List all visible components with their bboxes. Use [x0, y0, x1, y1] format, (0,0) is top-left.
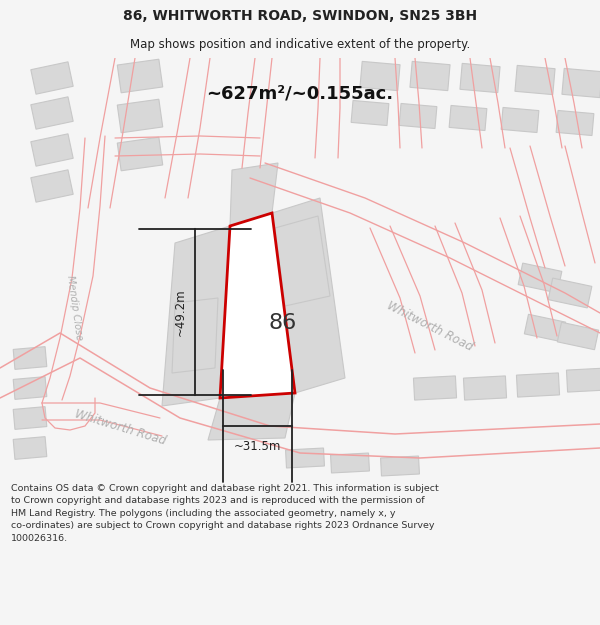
Polygon shape: [517, 373, 560, 397]
Polygon shape: [515, 66, 555, 94]
Polygon shape: [275, 216, 330, 306]
Polygon shape: [31, 134, 73, 166]
Polygon shape: [117, 59, 163, 92]
Polygon shape: [463, 376, 506, 400]
Polygon shape: [331, 453, 370, 473]
Text: Whitworth Road: Whitworth Road: [73, 408, 167, 448]
Polygon shape: [460, 63, 500, 92]
Text: ~627m²/~0.155ac.: ~627m²/~0.155ac.: [206, 84, 394, 102]
Text: Contains OS data © Crown copyright and database right 2021. This information is : Contains OS data © Crown copyright and d…: [11, 484, 439, 543]
Polygon shape: [410, 61, 450, 91]
Text: 86, WHITWORTH ROAD, SWINDON, SN25 3BH: 86, WHITWORTH ROAD, SWINDON, SN25 3BH: [123, 9, 477, 23]
Polygon shape: [31, 97, 73, 129]
Polygon shape: [518, 263, 562, 293]
Polygon shape: [557, 322, 599, 350]
Polygon shape: [449, 106, 487, 131]
Polygon shape: [117, 138, 163, 171]
Polygon shape: [272, 198, 345, 393]
Polygon shape: [566, 368, 600, 392]
Text: Mendip Close: Mendip Close: [65, 275, 85, 341]
Text: ~31.5m: ~31.5m: [234, 440, 281, 453]
Polygon shape: [13, 377, 47, 399]
Text: 86: 86: [269, 313, 297, 333]
Polygon shape: [413, 376, 457, 400]
Polygon shape: [208, 393, 295, 440]
Polygon shape: [380, 456, 419, 476]
Polygon shape: [360, 61, 400, 91]
Polygon shape: [501, 107, 539, 132]
Polygon shape: [562, 68, 600, 98]
Polygon shape: [220, 213, 295, 398]
Text: Whitworth Road: Whitworth Road: [385, 299, 475, 353]
Polygon shape: [172, 298, 218, 373]
Polygon shape: [31, 170, 73, 202]
Polygon shape: [117, 99, 163, 132]
Polygon shape: [556, 111, 594, 136]
Polygon shape: [230, 163, 278, 226]
Polygon shape: [13, 407, 47, 429]
Polygon shape: [524, 314, 566, 342]
Polygon shape: [548, 278, 592, 308]
Text: Map shows position and indicative extent of the property.: Map shows position and indicative extent…: [130, 38, 470, 51]
Text: ~49.2m: ~49.2m: [174, 288, 187, 336]
Polygon shape: [31, 62, 73, 94]
Polygon shape: [399, 104, 437, 129]
Polygon shape: [286, 448, 325, 468]
Polygon shape: [13, 437, 47, 459]
Polygon shape: [162, 226, 230, 406]
Polygon shape: [351, 101, 389, 126]
Polygon shape: [13, 347, 47, 369]
